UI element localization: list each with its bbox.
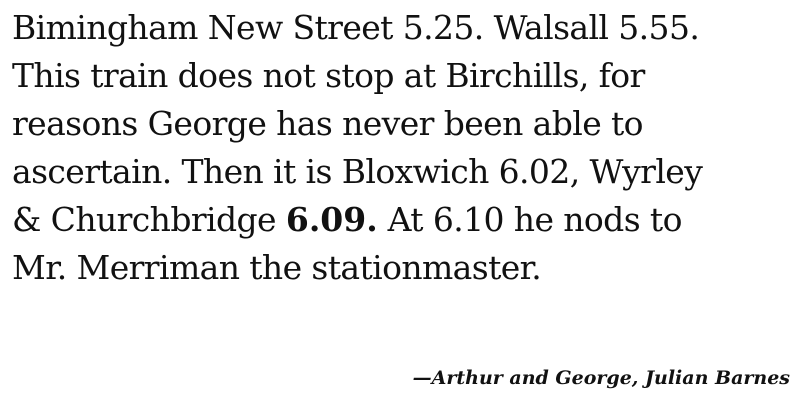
quote-line-4: ascertain. Then it is Bloxwich 6.02, Wyr… xyxy=(12,152,703,191)
attribution: —Arthur and George, Julian Barnes xyxy=(412,367,790,389)
quote-text: Bimingham New Street 5.25. Walsall 5.55.… xyxy=(12,4,792,292)
emphasized-time: 6.09. xyxy=(285,200,378,239)
quote-line-2: This train does not stop at Birchills, f… xyxy=(12,56,645,95)
quote-line-1: Bimingham New Street 5.25. Walsall 5.55. xyxy=(12,8,700,47)
quote-line-3: reasons George has never been able to xyxy=(12,104,644,143)
quote-line-5: & Churchbridge 6.09. At 6.10 he nods to xyxy=(12,196,792,244)
quote-line-5-start: & Churchbridge xyxy=(12,200,286,239)
quote-line-5-end: At 6.10 he nods to xyxy=(377,200,683,239)
quote-line-6: Mr. Merriman the stationmaster. xyxy=(12,248,542,287)
